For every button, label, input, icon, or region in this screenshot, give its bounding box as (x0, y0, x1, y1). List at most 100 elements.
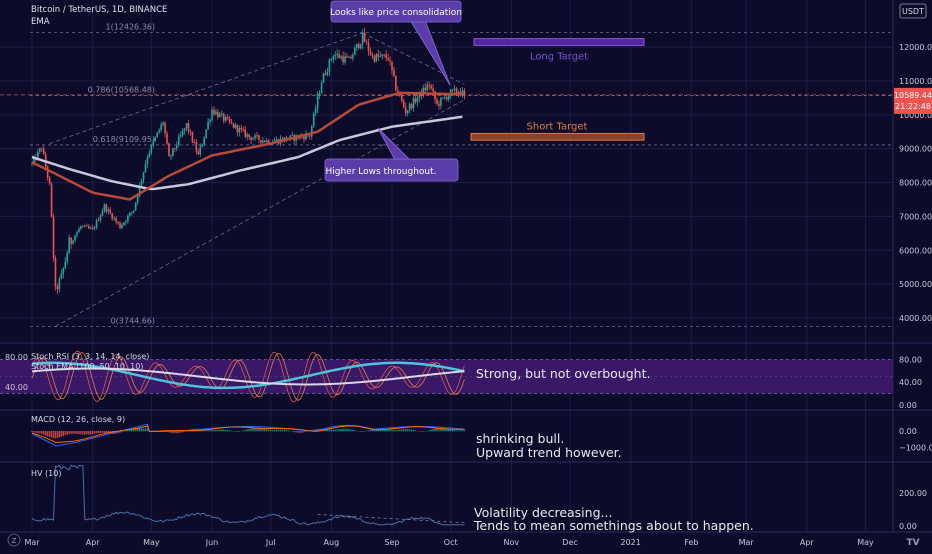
time-axis-tick: Apr (800, 538, 815, 547)
candle-body (39, 148, 41, 151)
macd-histogram-bar (432, 429, 433, 431)
candle-body (104, 205, 106, 212)
candle-body (358, 44, 360, 48)
short-target-label: Short Target (527, 121, 588, 132)
candle-body (256, 135, 258, 136)
candle-body (417, 98, 419, 103)
candle-body (215, 112, 217, 114)
macd-histogram-bar (346, 429, 347, 431)
macd-histogram-bar (250, 428, 251, 431)
candle-body (68, 238, 70, 253)
price-axis-tick: 5000.00 (899, 280, 932, 289)
candle-body (59, 279, 61, 290)
time-axis-tick: May (857, 538, 874, 547)
candle-body (340, 56, 342, 58)
macd-histogram-bar (288, 430, 289, 431)
callout-top-text: Looks like price consolidation (330, 8, 462, 18)
candle-body (156, 132, 158, 137)
macd-histogram-bar (282, 430, 283, 432)
macd-histogram-bar (399, 430, 400, 432)
candle-body (254, 135, 256, 138)
candle-body (338, 54, 340, 58)
macd-histogram-bar (219, 430, 220, 432)
time-axis-tick: Apr (86, 538, 101, 547)
macd-histogram-bar (94, 431, 95, 434)
macd-histogram-bar (102, 431, 103, 433)
candle-body (352, 55, 354, 58)
macd-histogram-bar (362, 431, 363, 432)
candle-body (41, 148, 43, 149)
candle-body (381, 55, 383, 57)
candle-body (55, 258, 57, 286)
candle-body (362, 33, 364, 45)
macd-histogram-bar (245, 430, 246, 431)
candle-body (331, 59, 333, 60)
candle-body (413, 98, 415, 108)
macd-histogram-bar (464, 430, 465, 431)
candle-body (266, 140, 268, 142)
candle-body (49, 178, 51, 184)
candle-body (440, 98, 442, 106)
candle-body (198, 152, 200, 155)
fib-level-label: 0(3744.66) (111, 317, 155, 326)
macd-histogram-bar (264, 429, 265, 431)
price-axis-tick: 11000.00 (899, 77, 932, 86)
candle-body (376, 54, 378, 61)
macd-histogram-bar (405, 429, 406, 431)
macd-histogram-bar (335, 430, 336, 432)
macd-histogram-bar (401, 429, 402, 431)
candle-body (364, 33, 366, 42)
stoch-right-tick: 0.00 (899, 401, 917, 410)
candle-body (192, 132, 194, 142)
candle-body (84, 225, 86, 226)
candle-body (393, 70, 395, 76)
stoch-note: Strong, but not overbought. (476, 366, 650, 381)
candle-body (190, 132, 192, 133)
macd-histogram-bar (329, 430, 330, 432)
candle-body (92, 228, 94, 229)
macd-histogram-bar (360, 431, 361, 432)
macd-histogram-bar (223, 430, 224, 432)
candle-body (86, 225, 88, 226)
zoom-icon-glyph: Z (12, 537, 17, 545)
macd-histogram-bar (82, 431, 83, 435)
macd-histogram-bar (65, 431, 66, 435)
macd-histogram-bar (78, 431, 79, 434)
macd-right-tick: −1000.00 (899, 444, 932, 453)
candle-body (378, 54, 380, 56)
candle-body (436, 99, 438, 103)
macd-histogram-bar (247, 429, 248, 431)
candle-body (117, 222, 119, 224)
price-axis-tick: 9000.00 (899, 145, 932, 154)
candle-body (64, 262, 66, 268)
macd-histogram-bar (221, 429, 222, 431)
candle-body (237, 125, 239, 132)
candle-body (370, 51, 372, 55)
candle-body (98, 220, 100, 221)
candle-body (127, 216, 129, 221)
macd-histogram-bar (284, 430, 285, 431)
candle-body (80, 226, 82, 229)
fib-level-label: 1(12426.36) (105, 23, 155, 32)
candle-body (100, 215, 102, 220)
candle-body (162, 123, 164, 125)
macd-histogram-bar (299, 431, 300, 433)
candle-body (323, 74, 325, 83)
candle-body (372, 55, 374, 56)
candle-body (186, 123, 188, 128)
candle-body (180, 135, 182, 137)
candle-body (176, 145, 178, 148)
candle-body (102, 211, 104, 215)
macd-histogram-bar (213, 430, 214, 431)
candle-body (387, 58, 389, 60)
candle-body (172, 148, 174, 156)
price-tag-value: 10589.44 (894, 91, 932, 100)
candle-body (239, 128, 241, 132)
macd-histogram-bar (395, 430, 396, 431)
candle-body (248, 134, 250, 137)
candle-body (407, 110, 409, 113)
candle-body (153, 141, 155, 145)
candle-body (106, 205, 108, 212)
